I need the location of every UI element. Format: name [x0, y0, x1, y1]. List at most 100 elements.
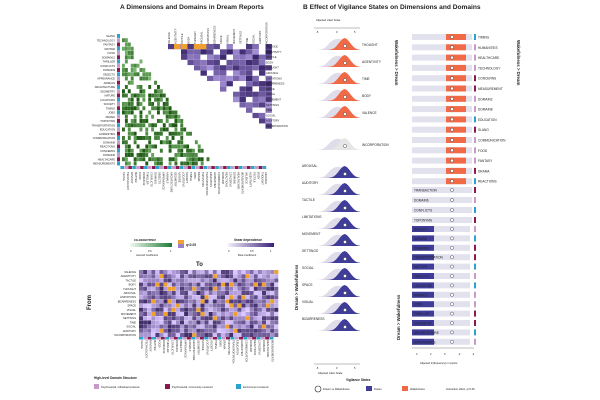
- lin-cell: [233, 49, 240, 55]
- bar-label: ARCHITECTURE: [414, 331, 439, 335]
- heat-cell: [165, 102, 169, 106]
- lower-heat-cell: [262, 295, 266, 300]
- lower-dim-label: SOCIAL: [126, 325, 136, 329]
- lower-heat-cell: [171, 291, 176, 295]
- heat-cell: [180, 131, 184, 136]
- domain-strip-cell: [117, 55, 120, 60]
- bar-wake-education: EDUCATION: [412, 116, 497, 123]
- lower-domain-strip: [265, 337, 270, 340]
- lower-domain-strip: [243, 337, 248, 340]
- bar-background: [412, 291, 470, 298]
- bar-fill: [412, 310, 434, 317]
- heat-cell: [122, 157, 125, 162]
- lower-heat-cell: [266, 324, 271, 329]
- bar-background: [412, 310, 470, 317]
- bar-wake-timing: TIMING: [412, 34, 490, 40]
- lower-heat-cell: [200, 333, 205, 337]
- domain-col-label: THOUGHT: [260, 172, 264, 185]
- heat-cell: [165, 127, 169, 132]
- lower-heat-cell: [143, 316, 148, 321]
- bar-label: LOCATIONS: [414, 284, 432, 288]
- lower-heat-cell: [200, 312, 205, 316]
- domain-strip-cell: [117, 93, 120, 98]
- lower-heat-cell: [159, 295, 164, 300]
- lin-cell: [239, 86, 246, 92]
- heat-cell: [136, 157, 140, 162]
- bar-label: CONFLICTS: [414, 209, 432, 213]
- lin-cell: [239, 91, 246, 97]
- lower-domain-strip: [152, 337, 157, 340]
- lower-heat-cell: [159, 270, 164, 274]
- heat-cell: [122, 102, 125, 106]
- lower-domain-strip: [256, 337, 261, 340]
- heat-cell: [130, 76, 134, 81]
- bar-domain-strip: [474, 157, 476, 164]
- heat-cell: [177, 153, 181, 157]
- lower-heat-cell: [139, 286, 143, 291]
- bar-domain-strip: [474, 329, 476, 336]
- lower-heat-cell: [245, 291, 250, 295]
- heat-cell: [136, 123, 140, 128]
- heat-cell: [130, 55, 134, 60]
- lower-heat-cell: [266, 316, 271, 321]
- heat-cell: [139, 153, 143, 157]
- lower-heat-cell: [237, 312, 242, 316]
- heat-cell: [180, 161, 184, 166]
- lower-heat-cell: [155, 299, 160, 304]
- ridge-marker: [343, 308, 347, 312]
- lower-heat-cell: [151, 324, 156, 329]
- lin-cell: [207, 59, 214, 66]
- lower-heat-cell: [147, 320, 152, 325]
- ridge-marker: [343, 61, 347, 65]
- bar-dream-transportation: TRANSPORTATION: [412, 254, 476, 261]
- heat-cell: [186, 144, 190, 149]
- wake-gt-dream-label-left: Wakefulness > Dream: [394, 40, 399, 85]
- lower-heat-cell: [241, 278, 246, 283]
- lower-heat-cell: [196, 295, 201, 300]
- domain-row-label: DOMAIN6: [103, 153, 115, 157]
- lower-heat-cell: [257, 324, 262, 329]
- domain-col-strip: [227, 166, 231, 169]
- bar-label: DOMAIN12: [414, 246, 431, 250]
- lower-heat-cell: [143, 328, 148, 333]
- heat-cell: [180, 127, 184, 132]
- lower-domain-col-label: FANTASY: [149, 340, 153, 352]
- domain-row-label: TECHNOLOGY: [97, 38, 115, 42]
- heat-cell: [122, 63, 125, 68]
- lin-cell: [233, 54, 240, 60]
- ridge-axis-title-top: Adjusted Likert Scale: [316, 18, 341, 22]
- lower-heat-cell: [233, 278, 238, 283]
- dimension-row-label: MOVEMENT: [266, 98, 281, 102]
- domain-col-strip: [167, 166, 172, 169]
- heat-cell: [165, 119, 169, 123]
- ridge-neutral-incorporation: INCORPORATION: [316, 138, 389, 150]
- heat-cell: [142, 123, 146, 128]
- lower-heat-cell: [270, 303, 275, 308]
- domain-strip-cell: [117, 114, 120, 119]
- lower-heat-cell: [143, 291, 148, 295]
- heat-cell: [139, 89, 143, 94]
- lower-heat-cell: [188, 320, 193, 325]
- ridge-marker: [343, 206, 347, 210]
- dimension-col-label: VISUAL: [226, 34, 230, 44]
- lin-cell: [252, 97, 259, 103]
- lower-heat-cell: [233, 270, 238, 274]
- lin-cell: [265, 75, 272, 81]
- domain-col-label: ARCHITECTURE: [169, 172, 173, 193]
- lower-heat-cell: [147, 307, 152, 312]
- bar-background: [412, 126, 472, 133]
- heat-cell: [145, 144, 149, 149]
- lower-heat-cell: [237, 270, 242, 274]
- domain-strip-cell: [117, 80, 120, 85]
- heat-cell: [124, 93, 128, 98]
- lower-heat-cell: [139, 274, 143, 279]
- lower-heat-cell: [257, 312, 262, 316]
- bar-marker: [450, 107, 454, 111]
- bar-marker: [450, 138, 454, 142]
- lower-heat-cell: [139, 333, 143, 337]
- lower-heat-cell: [184, 274, 189, 279]
- lower-heat-cell: [167, 278, 172, 283]
- lower-heat-cell: [253, 295, 258, 300]
- lin-cell: [252, 44, 259, 50]
- lower-heat-cell: [192, 299, 197, 304]
